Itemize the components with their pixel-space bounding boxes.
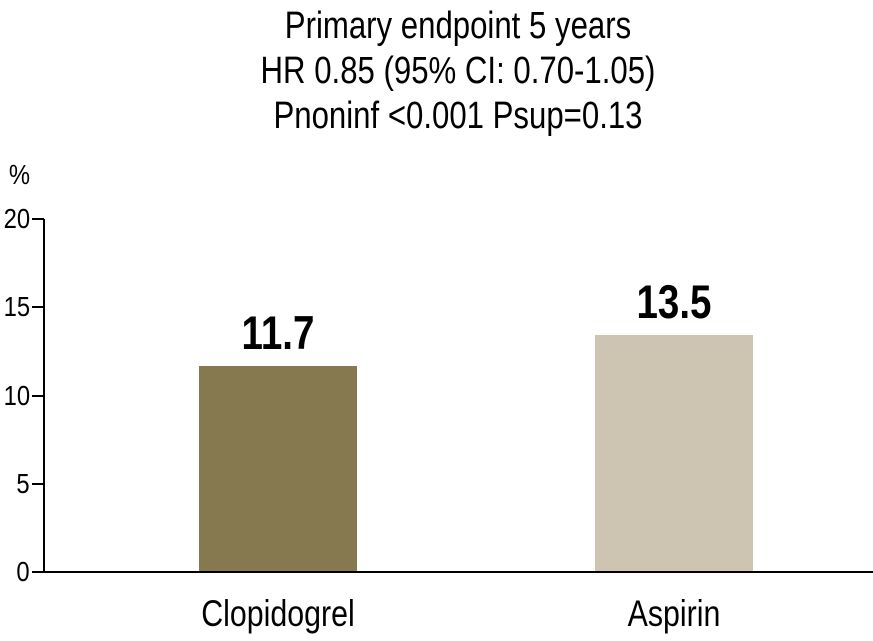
y-axis-tick-label-5: 5 xyxy=(16,467,30,499)
chart-title-line-3: Pnoninf <0.001 Psup=0.13 xyxy=(273,95,643,137)
x-axis-label-clopidogrel: Clopidogrel xyxy=(201,593,355,634)
bar-aspirin xyxy=(595,334,753,573)
y-axis-tick-5 xyxy=(32,482,44,485)
y-axis-tick-15 xyxy=(32,306,44,309)
y-axis-tick-label-10: 10 xyxy=(3,379,30,411)
y-axis-tick-label-20: 20 xyxy=(3,203,30,234)
bar-clopidogrel xyxy=(199,366,357,573)
y-axis-tick-10 xyxy=(32,394,44,397)
bar-value-label-clopidogrel: 11.7 xyxy=(241,306,315,360)
y-axis-tick-label-0: 0 xyxy=(16,556,30,587)
y-axis-tick-label-15: 15 xyxy=(3,291,30,323)
bar-value-label-aspirin: 13.5 xyxy=(636,274,712,328)
chart-title-line-1: Primary endpoint 5 years xyxy=(284,5,632,47)
chart-title: Primary endpoint 5 years HR 0.85 (95% CI… xyxy=(43,4,873,139)
x-axis-label-aspirin: Aspirin xyxy=(627,593,721,634)
y-axis-line xyxy=(43,219,45,573)
y-axis-tick-20 xyxy=(32,218,44,220)
chart-title-line-2: HR 0.85 (95% CI: 0.70-1.05) xyxy=(260,50,656,92)
y-axis-unit-label: % xyxy=(8,159,30,190)
x-axis-line xyxy=(32,571,873,573)
